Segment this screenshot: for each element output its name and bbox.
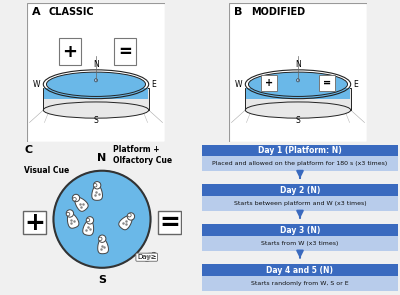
Circle shape: [152, 253, 155, 255]
Ellipse shape: [245, 102, 351, 118]
Text: +: +: [24, 211, 45, 235]
Text: =: =: [159, 211, 180, 235]
Text: +: +: [265, 78, 273, 88]
Text: =: =: [323, 78, 331, 88]
Text: Day 3 (N): Day 3 (N): [280, 226, 320, 235]
Circle shape: [94, 182, 101, 189]
Text: Day 4 and 5 (N): Day 4 and 5 (N): [266, 266, 334, 275]
Text: N: N: [295, 60, 301, 69]
Ellipse shape: [248, 72, 348, 96]
Text: Day 1 (Platform: N): Day 1 (Platform: N): [258, 146, 342, 155]
Circle shape: [54, 171, 150, 268]
Text: E: E: [354, 80, 358, 89]
Circle shape: [128, 214, 131, 217]
Text: N: N: [97, 153, 107, 163]
Text: W: W: [34, 214, 46, 224]
Text: Starts from W (x3 times): Starts from W (x3 times): [261, 241, 339, 246]
Ellipse shape: [46, 72, 146, 96]
Text: Visual Cue: Visual Cue: [24, 166, 70, 175]
Text: Starts between platform and W (x3 times): Starts between platform and W (x3 times): [234, 201, 366, 206]
FancyBboxPatch shape: [202, 264, 398, 276]
FancyBboxPatch shape: [202, 196, 398, 211]
Ellipse shape: [94, 79, 98, 82]
Text: B: B: [234, 7, 242, 17]
Circle shape: [73, 197, 76, 201]
Polygon shape: [92, 185, 102, 200]
Text: S: S: [98, 275, 106, 285]
Polygon shape: [119, 216, 132, 230]
FancyBboxPatch shape: [202, 236, 398, 251]
Circle shape: [72, 194, 80, 202]
Text: S: S: [94, 116, 98, 124]
FancyBboxPatch shape: [58, 38, 81, 65]
FancyBboxPatch shape: [114, 38, 136, 65]
Text: Platform +
Olfactory Cue: Platform + Olfactory Cue: [113, 145, 172, 165]
Text: E: E: [158, 214, 166, 224]
Circle shape: [86, 217, 94, 224]
FancyBboxPatch shape: [202, 156, 398, 171]
FancyBboxPatch shape: [202, 224, 398, 236]
Text: A: A: [32, 7, 41, 17]
Text: W: W: [235, 80, 242, 89]
Polygon shape: [245, 88, 351, 110]
Text: N: N: [93, 60, 99, 69]
Circle shape: [66, 210, 74, 217]
Ellipse shape: [296, 79, 300, 82]
Text: S: S: [296, 116, 300, 124]
Text: Starts randomly from W, S or E: Starts randomly from W, S or E: [251, 281, 349, 286]
Text: E: E: [152, 80, 156, 89]
Text: MODIFIED: MODIFIED: [251, 7, 305, 17]
FancyBboxPatch shape: [319, 75, 335, 91]
Circle shape: [94, 183, 97, 187]
FancyBboxPatch shape: [229, 3, 367, 142]
Polygon shape: [75, 197, 88, 211]
Text: +: +: [62, 42, 77, 60]
FancyBboxPatch shape: [158, 212, 181, 234]
Circle shape: [98, 237, 102, 241]
Text: Placed and allowed on the platform for 180 s (x3 times): Placed and allowed on the platform for 1…: [212, 161, 388, 166]
Text: C: C: [24, 145, 32, 155]
Circle shape: [86, 218, 90, 222]
Polygon shape: [246, 88, 350, 99]
Polygon shape: [98, 238, 108, 254]
Text: Day 2 (N): Day 2 (N): [280, 186, 320, 195]
Polygon shape: [43, 88, 149, 110]
Circle shape: [127, 213, 134, 220]
FancyBboxPatch shape: [202, 145, 398, 156]
FancyBboxPatch shape: [202, 276, 398, 291]
Polygon shape: [68, 213, 79, 228]
Polygon shape: [44, 88, 148, 99]
Text: CLASSIC: CLASSIC: [49, 7, 94, 17]
Text: W: W: [33, 80, 40, 89]
Ellipse shape: [43, 102, 149, 118]
Polygon shape: [83, 220, 94, 235]
Polygon shape: [144, 253, 154, 261]
Circle shape: [98, 235, 106, 242]
Circle shape: [66, 212, 70, 216]
Text: Day≥: Day≥: [137, 254, 156, 260]
FancyBboxPatch shape: [261, 75, 277, 91]
FancyBboxPatch shape: [202, 184, 398, 196]
Text: =: =: [118, 42, 132, 60]
FancyBboxPatch shape: [27, 3, 165, 142]
FancyBboxPatch shape: [23, 212, 46, 234]
Circle shape: [151, 253, 156, 258]
